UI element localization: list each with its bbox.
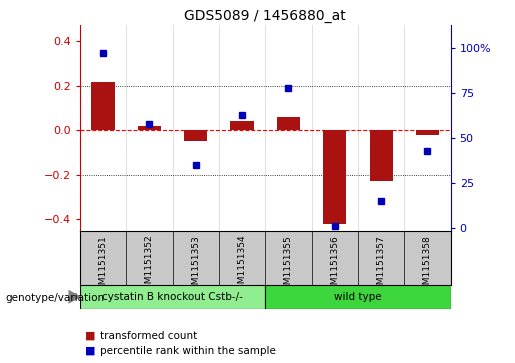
Bar — [184, 130, 207, 141]
Text: percentile rank within the sample: percentile rank within the sample — [100, 346, 277, 356]
Title: GDS5089 / 1456880_at: GDS5089 / 1456880_at — [184, 9, 346, 23]
Bar — [92, 82, 114, 130]
Bar — [231, 121, 253, 130]
Bar — [369, 130, 392, 182]
Text: GSM1151358: GSM1151358 — [423, 235, 432, 295]
Text: GSM1151353: GSM1151353 — [191, 235, 200, 295]
Text: transformed count: transformed count — [100, 331, 198, 341]
Text: GSM1151357: GSM1151357 — [376, 235, 386, 295]
Polygon shape — [68, 290, 81, 304]
Text: GSM1151355: GSM1151355 — [284, 235, 293, 295]
Bar — [138, 126, 161, 130]
Text: GSM1151354: GSM1151354 — [237, 235, 247, 295]
Text: GSM1151352: GSM1151352 — [145, 235, 154, 295]
Bar — [80, 285, 265, 309]
Bar — [416, 130, 439, 135]
Text: ■: ■ — [85, 331, 95, 341]
Text: cystatin B knockout Cstb-/-: cystatin B knockout Cstb-/- — [102, 292, 243, 302]
Text: GSM1151356: GSM1151356 — [330, 235, 339, 295]
Bar — [277, 117, 300, 130]
Text: wild type: wild type — [334, 292, 382, 302]
Text: GSM1151351: GSM1151351 — [98, 235, 108, 295]
Bar — [265, 285, 451, 309]
Text: genotype/variation: genotype/variation — [5, 293, 104, 303]
Text: ■: ■ — [85, 346, 95, 356]
Bar — [323, 130, 346, 224]
